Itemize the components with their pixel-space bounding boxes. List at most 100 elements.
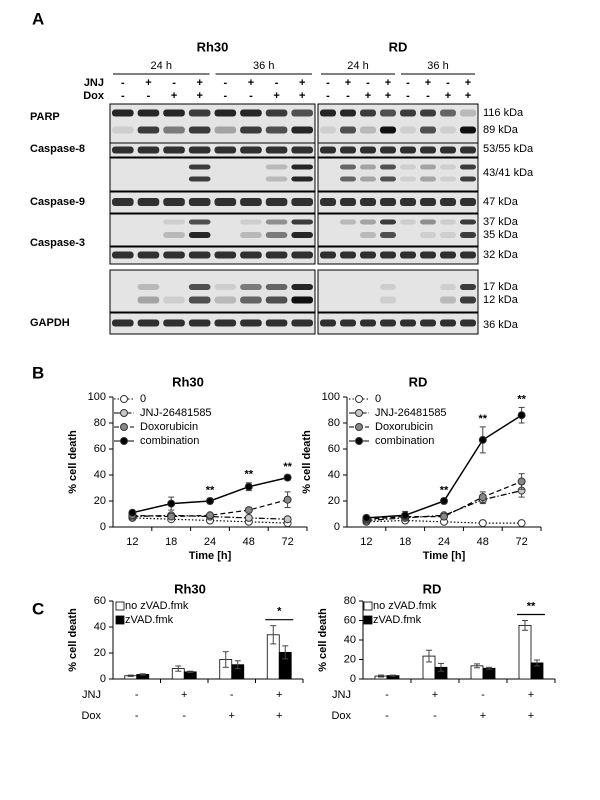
data-point [478, 519, 487, 528]
blot-band [137, 146, 160, 154]
significance-label: * [277, 606, 282, 618]
blot-band [112, 251, 134, 259]
bar [518, 624, 532, 680]
condition-sign: - [230, 689, 234, 701]
blot-band [460, 319, 476, 327]
y-tick-label: 60 [344, 614, 356, 626]
chart-title: RD [409, 374, 428, 389]
blot-band [460, 146, 476, 154]
blot-band [440, 109, 456, 117]
significance-label: ** [283, 461, 292, 473]
x-tick-label: 72 [515, 536, 527, 548]
blot-band [440, 146, 456, 154]
blot-band [163, 146, 185, 154]
condition-label: Dox [81, 710, 101, 722]
blot-band [214, 198, 237, 206]
legend-marker [355, 409, 363, 417]
blot-strip [317, 213, 479, 247]
blot-strip [317, 312, 479, 335]
treatment-sign: - [223, 77, 227, 89]
blot-band [380, 319, 396, 327]
legend-label: Doxorubicin [140, 421, 198, 433]
data-point [128, 508, 137, 517]
treatment-sign: - [249, 90, 253, 102]
blot-band [137, 319, 160, 327]
blot-band [380, 251, 396, 259]
treatment-sign: - [406, 90, 410, 102]
blot-band [188, 319, 211, 327]
blot-band [265, 319, 288, 327]
size-label: 89 kDa [483, 124, 519, 136]
blot-band [320, 146, 336, 154]
blot-band [112, 319, 134, 327]
blot-band [460, 219, 476, 225]
blot-band [380, 164, 396, 170]
treatment-sign: - [366, 77, 370, 89]
blot-band [320, 109, 336, 117]
blot-band [240, 109, 262, 117]
blot-band [400, 126, 416, 134]
blot-band [340, 109, 356, 117]
blot-band [291, 219, 313, 225]
condition-sign: - [481, 689, 485, 701]
size-label: 47 kDa [483, 196, 519, 208]
blot-band [188, 219, 211, 225]
blot-band [380, 176, 396, 182]
blot-band [340, 164, 356, 170]
blot-band [265, 219, 288, 225]
condition-sign: + [181, 689, 187, 701]
blot-strip [317, 246, 479, 265]
blot-band [440, 126, 456, 134]
blot-band [163, 126, 185, 134]
blot-band [440, 251, 456, 259]
data-point [244, 482, 253, 491]
treatment-sign: + [171, 90, 177, 102]
data-point [244, 513, 253, 522]
treatment-sign: + [299, 90, 305, 102]
blot-band [440, 164, 456, 170]
condition-label: Dox [331, 710, 351, 722]
significance-label: ** [245, 469, 254, 481]
legend-label: Doxorubicin [375, 421, 433, 433]
time-label: 24 h [151, 60, 172, 72]
legend-marker [355, 395, 363, 403]
legend-swatch [363, 601, 373, 611]
data-point [283, 495, 292, 504]
treatment-sign: - [426, 90, 430, 102]
blot-band [163, 109, 185, 117]
data-point [283, 473, 292, 482]
blot-band [291, 146, 313, 154]
significance-label: ** [527, 600, 536, 612]
blot-band [400, 176, 416, 182]
blot-band [188, 284, 211, 290]
blot-band [265, 109, 288, 117]
blot-band [265, 284, 288, 290]
blot-band [163, 219, 185, 225]
data-point [206, 511, 214, 520]
condition-sign: + [276, 710, 282, 722]
blot-band [240, 251, 262, 259]
treatment-sign: - [326, 77, 330, 89]
blot-band [360, 232, 376, 238]
blot-band [380, 146, 396, 154]
blot-strip [109, 142, 316, 158]
legend-marker [355, 437, 363, 445]
blot-band [291, 198, 313, 206]
blot-band [291, 296, 313, 304]
blot-band [460, 126, 476, 134]
data-point [167, 512, 176, 521]
blot-band [420, 251, 436, 259]
y-tick-label: 0 [100, 673, 106, 685]
blot-band [460, 251, 476, 259]
blot-band [380, 232, 396, 238]
data-point [167, 499, 176, 508]
y-tick-label: 100 [88, 391, 106, 403]
y-tick-label: 20 [344, 653, 356, 665]
blot-band [163, 251, 185, 259]
data-point [478, 493, 487, 502]
x-axis-label: Time [h] [189, 550, 232, 562]
y-tick-label: 0 [334, 521, 340, 533]
treatment-sign: - [446, 77, 450, 89]
blot-band [380, 296, 396, 304]
blot-band [188, 198, 211, 206]
